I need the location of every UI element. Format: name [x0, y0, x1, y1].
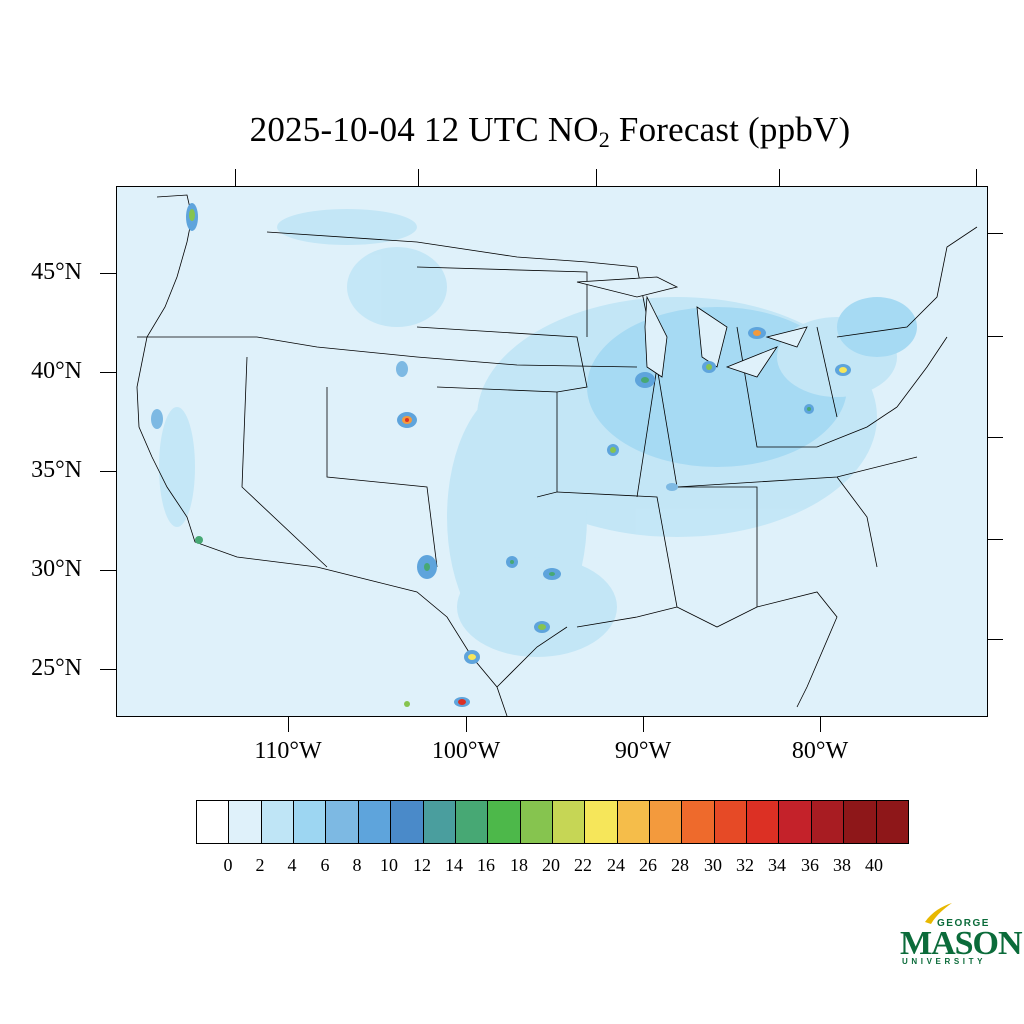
colorbar-label: 30 — [704, 855, 722, 875]
colorbar-swatch — [197, 801, 230, 843]
colorbar-label: 10 — [380, 855, 398, 875]
colorbar-swatch — [747, 801, 780, 843]
colorbar-swatch — [650, 801, 683, 843]
tick-top — [779, 169, 780, 186]
tick-left — [100, 372, 116, 373]
colorbar-swatch — [617, 801, 651, 843]
tick-right — [987, 539, 1003, 540]
colorbar-label: 24 — [607, 855, 625, 875]
colorbar-label: 12 — [413, 855, 431, 875]
colorbar-label: 0 — [223, 855, 233, 875]
gmu-logo-swoosh — [925, 903, 952, 924]
colorbar-label: 22 — [574, 855, 592, 875]
state-boundaries — [136, 194, 978, 716]
lon-label-110w: 110°W — [254, 738, 322, 764]
tick-bottom — [820, 716, 821, 732]
colorbar — [196, 800, 909, 844]
tick-bottom — [288, 716, 289, 732]
colorbar-label: 38 — [833, 855, 851, 875]
background-concentration — [159, 209, 917, 657]
tick-top — [976, 169, 977, 186]
tick-right — [987, 233, 1003, 234]
lon-label-100w: 100°W — [431, 738, 501, 764]
colorbar-swatch — [682, 801, 715, 843]
colorbar-label: 40 — [865, 855, 883, 875]
great-lakes — [576, 276, 808, 378]
colorbar-label: 2 — [255, 855, 265, 875]
colorbar-swatch — [391, 801, 424, 843]
colorbar-swatch — [294, 801, 327, 843]
tick-bottom — [466, 716, 467, 732]
colorbar-label: 16 — [477, 855, 495, 875]
map-canvas — [136, 194, 978, 716]
colorbar-swatch — [844, 801, 877, 843]
colorbar-swatch — [423, 801, 456, 843]
colorbar-label: 18 — [510, 855, 528, 875]
tick-right — [987, 639, 1003, 640]
colorbar-swatch — [326, 801, 359, 843]
tick-left — [100, 570, 116, 571]
colorbar-swatch — [811, 801, 845, 843]
lon-label-90w: 90°W — [614, 738, 672, 764]
tick-left — [100, 273, 116, 274]
colorbar-label: 4 — [287, 855, 297, 875]
lat-label-40: 40°N — [31, 358, 82, 384]
colorbar-label: 20 — [542, 855, 560, 875]
colorbar-swatch — [779, 801, 812, 843]
tick-bottom — [643, 716, 644, 732]
colorbar-swatch — [714, 801, 748, 843]
tick-top — [596, 169, 597, 186]
hotspots — [151, 203, 851, 707]
colorbar-label: 6 — [320, 855, 330, 875]
colorbar-swatch — [229, 801, 262, 843]
map-panel — [116, 186, 988, 717]
logo-accent — [925, 903, 952, 924]
colorbar-swatch — [876, 801, 908, 843]
tick-left — [100, 669, 116, 670]
lat-label-30: 30°N — [31, 556, 82, 582]
colorbar-swatch — [455, 801, 489, 843]
colorbar-swatch — [358, 801, 392, 843]
lon-label-80w: 80°W — [791, 738, 849, 764]
lat-label-35: 35°N — [31, 457, 82, 483]
tick-right — [987, 336, 1003, 337]
logo-text-university: UNIVERSITY — [902, 957, 987, 966]
lat-label-45: 45°N — [31, 259, 82, 285]
logo-text-mason: MASON — [900, 925, 1023, 962]
colorbar-swatch — [520, 801, 553, 843]
colorbar-swatch — [552, 801, 586, 843]
colorbar-swatch — [585, 801, 618, 843]
colorbar-swatch — [488, 801, 521, 843]
tick-right — [987, 437, 1003, 438]
logo-text-george: GEORGE — [937, 918, 990, 929]
chart-title: 2025-10-04 12 UTC NO2 Forecast (ppbV) — [249, 110, 851, 152]
colorbar-label: 32 — [736, 855, 754, 875]
tick-left — [100, 471, 116, 472]
colorbar-label: 26 — [639, 855, 657, 875]
lat-label-25: 25°N — [31, 655, 82, 681]
colorbar-label: 14 — [445, 855, 463, 875]
colorbar-label: 28 — [671, 855, 689, 875]
colorbar-label: 8 — [352, 855, 362, 875]
tick-top — [418, 169, 419, 186]
colorbar-label: 34 — [768, 855, 786, 875]
colorbar-swatch — [261, 801, 295, 843]
tick-top — [235, 169, 236, 186]
colorbar-label: 36 — [801, 855, 819, 875]
